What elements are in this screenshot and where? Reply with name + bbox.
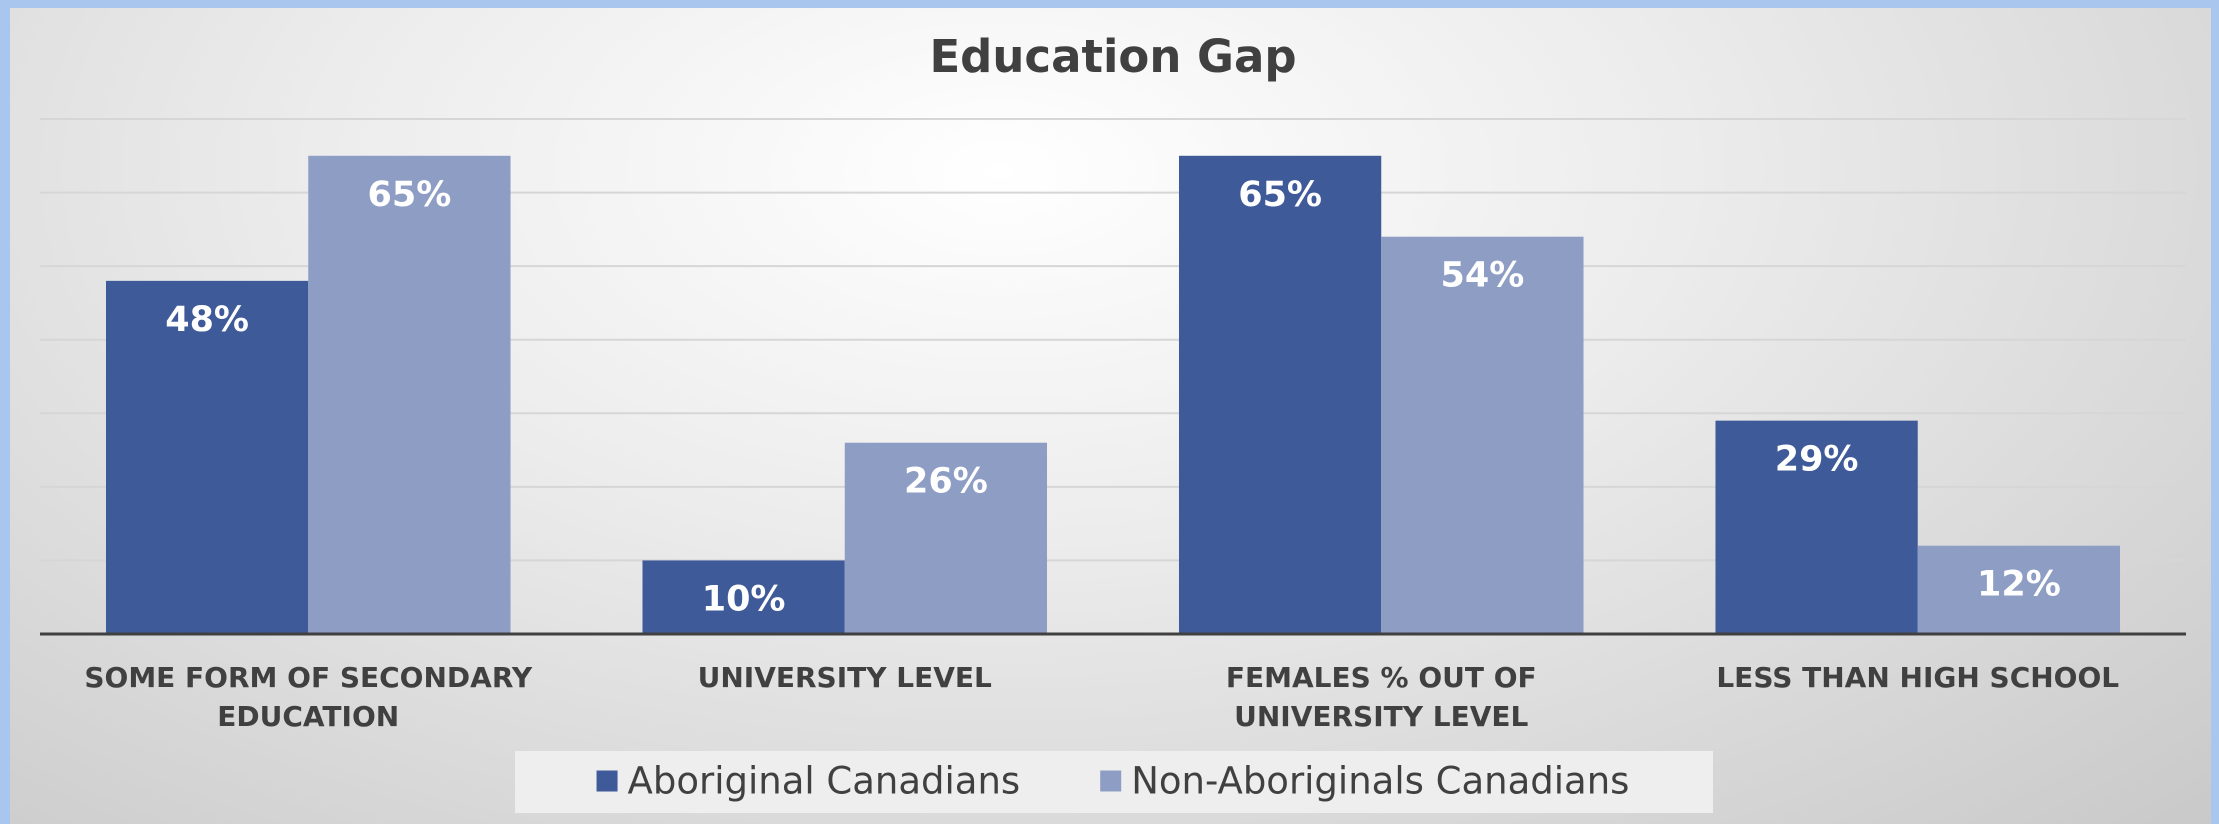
- data-label: 54%: [1440, 256, 1524, 296]
- x-tick-label: LESS THAN HIGH SCHOOL: [1716, 661, 2120, 694]
- data-label: 65%: [367, 175, 451, 215]
- bar: [1715, 420, 1918, 634]
- x-tick-label: FEMALES % OUT OF UNIVERSITY LEVEL: [1225, 661, 1537, 733]
- data-label: 65%: [1238, 175, 1322, 215]
- bar: [1381, 236, 1584, 634]
- bar: [1178, 155, 1382, 635]
- bar: [642, 560, 845, 634]
- legend-swatch: [596, 770, 618, 792]
- bar: [105, 280, 309, 634]
- data-label: 48%: [165, 300, 249, 340]
- data-label: 29%: [1775, 440, 1859, 480]
- legend-swatch: [1100, 770, 1122, 792]
- data-label: 10%: [702, 579, 786, 619]
- bar: [1917, 545, 2121, 634]
- data-label: 26%: [904, 462, 988, 502]
- legend-label: Aboriginal Canadians: [628, 760, 1021, 803]
- legend-label: Non-Aboriginals Canadians: [1131, 760, 1629, 803]
- x-tick-label: UNIVERSITY LEVEL: [697, 661, 992, 694]
- bar: [308, 155, 511, 635]
- data-label: 12%: [1977, 565, 2061, 605]
- x-tick-label: SOME FORM OF SECONDARY EDUCATION: [84, 661, 533, 733]
- chart-title: Education Gap: [929, 30, 1296, 83]
- bar: [844, 442, 1048, 634]
